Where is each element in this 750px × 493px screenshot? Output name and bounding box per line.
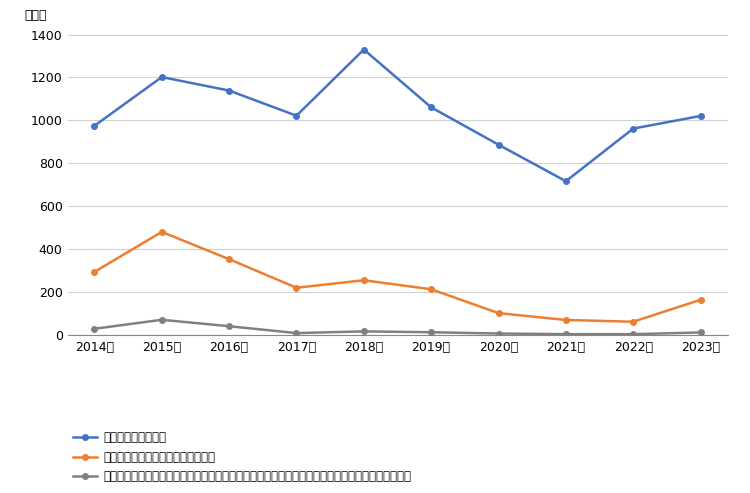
- 生・加熱を問わず、カキを食べたことによるノロウイルス感染が原因の食中毒事案数（推定含む）: [225, 323, 234, 329]
- ノロウイルスが原因の食中毒事案数: [696, 297, 705, 303]
- 食中毒発生事案総数: [292, 113, 301, 119]
- Text: （件）: （件）: [25, 9, 47, 23]
- 食中毒発生事案総数: [696, 113, 705, 119]
- 生・加熱を問わず、カキを食べたことによるノロウイルス感染が原因の食中毒事案数（推定含む）: [359, 328, 368, 334]
- ノロウイルスが原因の食中毒事案数: [427, 286, 436, 292]
- ノロウイルスが原因の食中毒事案数: [494, 310, 503, 316]
- ノロウイルスが原因の食中毒事案数: [90, 269, 99, 275]
- 生・加熱を問わず、カキを食べたことによるノロウイルス感染が原因の食中毒事案数（推定含む）: [427, 329, 436, 335]
- 生・加熱を問わず、カキを食べたことによるノロウイルス感染が原因の食中毒事案数（推定含む）: [561, 331, 570, 337]
- ノロウイルスが原因の食中毒事案数: [225, 256, 234, 262]
- ノロウイルスが原因の食中毒事案数: [292, 285, 301, 291]
- 生・加熱を問わず、カキを食べたことによるノロウイルス感染が原因の食中毒事案数（推定含む）: [90, 326, 99, 332]
- 食中毒発生事案総数: [90, 123, 99, 129]
- 生・加熱を問わず、カキを食べたことによるノロウイルス感染が原因の食中毒事案数（推定含む）: [494, 331, 503, 337]
- Line: 生・加熱を問わず、カキを食べたことによるノロウイルス感染が原因の食中毒事案数（推定含む）: 生・加熱を問わず、カキを食べたことによるノロウイルス感染が原因の食中毒事案数（推…: [92, 317, 704, 337]
- 生・加熱を問わず、カキを食べたことによるノロウイルス感染が原因の食中毒事案数（推定含む）: [628, 331, 638, 337]
- Line: ノロウイルスが原因の食中毒事案数: ノロウイルスが原因の食中毒事案数: [92, 229, 704, 324]
- ノロウイルスが原因の食中毒事案数: [628, 319, 638, 325]
- Line: 食中毒発生事案総数: 食中毒発生事案総数: [92, 47, 704, 184]
- Legend: 食中毒発生事案総数, ノロウイルスが原因の食中毒事案数, 生・加熱を問わず、カキを食べたことによるノロウイルス感染が原因の食中毒事案数（推定含む）: 食中毒発生事案総数, ノロウイルスが原因の食中毒事案数, 生・加熱を問わず、カキ…: [74, 431, 411, 483]
- ノロウイルスが原因の食中毒事案数: [359, 277, 368, 283]
- 生・加熱を問わず、カキを食べたことによるノロウイルス感染が原因の食中毒事案数（推定含む）: [158, 317, 166, 323]
- 生・加熱を問わず、カキを食べたことによるノロウイルス感染が原因の食中毒事案数（推定含む）: [696, 329, 705, 335]
- ノロウイルスが原因の食中毒事案数: [158, 229, 166, 235]
- 食中毒発生事案総数: [158, 74, 166, 80]
- 食中毒発生事案総数: [225, 88, 234, 94]
- 食中毒発生事案総数: [427, 105, 436, 110]
- 食中毒発生事案総数: [359, 47, 368, 53]
- 生・加熱を問わず、カキを食べたことによるノロウイルス感染が原因の食中毒事案数（推定含む）: [292, 330, 301, 336]
- 食中毒発生事案総数: [561, 178, 570, 184]
- 食中毒発生事案総数: [494, 142, 503, 148]
- ノロウイルスが原因の食中毒事案数: [561, 317, 570, 323]
- 食中毒発生事案総数: [628, 126, 638, 132]
